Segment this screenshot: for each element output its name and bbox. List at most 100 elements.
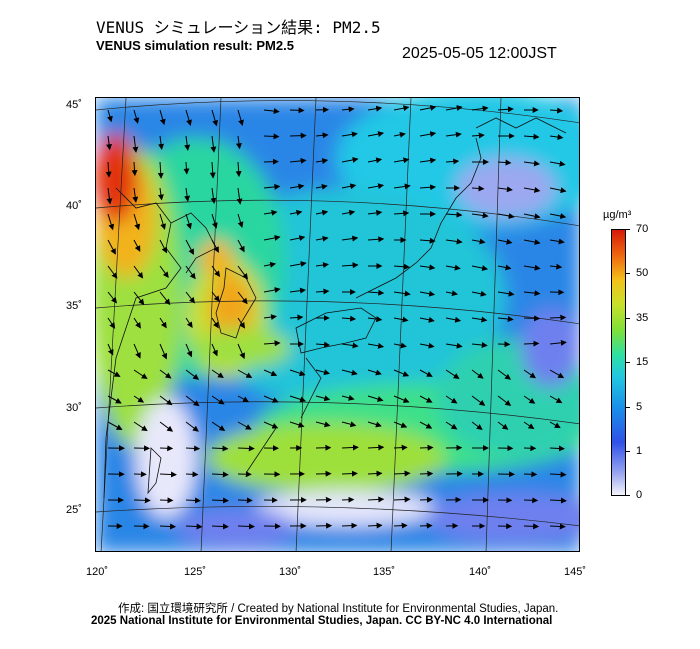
wind-arrow — [419, 264, 436, 271]
wind-arrow — [315, 235, 329, 242]
legend-colorbar — [611, 229, 626, 496]
wind-arrow — [211, 317, 219, 329]
wind-arrow — [159, 265, 169, 279]
wind-arrow — [471, 290, 487, 297]
wind-arrow — [497, 290, 515, 297]
wind-arrow — [341, 444, 359, 451]
wind-arrow — [471, 212, 489, 219]
wind-arrow — [133, 213, 141, 231]
wind-arrow — [237, 109, 244, 127]
wind-arrow — [393, 316, 409, 323]
wind-arrow — [133, 369, 148, 380]
wind-arrow — [523, 369, 537, 379]
wind-arrow — [445, 131, 462, 138]
lat-label-30: 30˚ — [66, 402, 82, 414]
legend-unit: µg/m³ — [603, 209, 632, 221]
wind-arrow — [159, 317, 167, 329]
wind-arrow — [393, 522, 408, 529]
wind-arrow — [523, 264, 541, 271]
legend-tick-mark — [626, 229, 630, 230]
wind-arrow — [289, 235, 306, 242]
wind-arrow — [211, 445, 229, 452]
wind-arrow — [185, 369, 200, 380]
wind-arrow — [549, 134, 564, 140]
wind-arrow — [237, 317, 246, 329]
wind-arrow — [367, 342, 385, 349]
wind-arrow — [210, 135, 217, 153]
wind-arrow — [211, 369, 224, 379]
wind-arrow — [107, 291, 118, 304]
wind-arrow — [133, 497, 151, 504]
wind-arrow — [367, 236, 385, 243]
wind-arrow — [419, 184, 437, 191]
wind-arrow — [341, 342, 359, 349]
wind-arrow — [315, 395, 331, 402]
wind-arrow — [523, 290, 541, 297]
wind-arrow — [367, 395, 384, 402]
wind-arrow — [419, 290, 436, 297]
wind-arrow — [367, 316, 383, 323]
wind-arrow — [106, 135, 113, 151]
wind-arrow — [107, 213, 115, 231]
wind-arrow — [209, 161, 216, 179]
wind-arrow — [158, 135, 165, 150]
wind-arrow — [185, 109, 192, 126]
wind-arrow — [133, 265, 144, 279]
wind-arrow — [419, 522, 433, 529]
lon-label-145: 145˚ — [564, 566, 587, 578]
wind-arrow — [341, 262, 359, 269]
wind-arrow — [341, 315, 357, 322]
wind-arrow — [185, 395, 200, 407]
wind-arrow — [263, 287, 281, 293]
legend-label-50: 50 — [636, 267, 649, 279]
wind-arrow — [159, 523, 177, 530]
wind-arrow — [107, 369, 121, 377]
wind-arrow — [159, 421, 174, 432]
lon-label-125: 125˚ — [184, 566, 207, 578]
wind-arrow — [263, 261, 277, 268]
wind-arrow — [211, 291, 220, 302]
wind-arrow — [315, 369, 330, 376]
wind-arrow — [497, 159, 512, 166]
wind-arrow — [393, 157, 410, 164]
legend-label-1: 1 — [636, 445, 643, 457]
wind-arrow — [367, 421, 382, 428]
wind-arrow — [133, 239, 141, 252]
legend-tick-mark — [626, 318, 630, 319]
wind-arrow — [419, 470, 434, 477]
wind-arrow — [497, 106, 514, 113]
wind-arrow — [185, 523, 203, 530]
wind-arrow — [133, 291, 145, 306]
wind-arrow — [289, 107, 305, 114]
wind-arrow — [185, 265, 196, 280]
wind-arrow — [367, 209, 383, 216]
wind-arrow — [367, 131, 385, 137]
wind-arrow — [315, 183, 328, 190]
wind-arrow — [185, 291, 196, 304]
wind-arrow — [419, 342, 435, 349]
wind-arrow — [107, 421, 123, 430]
wind-arrow — [263, 133, 280, 140]
wind-arrow — [445, 369, 460, 379]
wind-arrow — [159, 445, 174, 452]
legend-tick-mark — [626, 273, 630, 274]
wind-arrow — [341, 183, 357, 190]
map-canvas — [96, 98, 579, 551]
wind-arrow — [289, 261, 307, 267]
wind-arrow — [523, 471, 538, 478]
legend-label-70: 70 — [636, 223, 649, 235]
wind-arrow — [393, 131, 406, 138]
wind-arrow — [419, 237, 436, 244]
wind-arrow — [263, 340, 281, 347]
wind-arrow — [497, 395, 512, 407]
wind-arrow — [445, 342, 463, 349]
wind-arrow — [185, 471, 199, 478]
wind-arrow — [184, 135, 191, 151]
wind-arrow — [471, 369, 484, 379]
wind-arrow — [393, 342, 407, 349]
wind-arrow — [235, 135, 242, 150]
wind-arrow — [289, 369, 306, 377]
lon-label-130: 130˚ — [279, 566, 302, 578]
wind-arrow — [549, 238, 565, 245]
wind-arrow — [185, 343, 193, 358]
